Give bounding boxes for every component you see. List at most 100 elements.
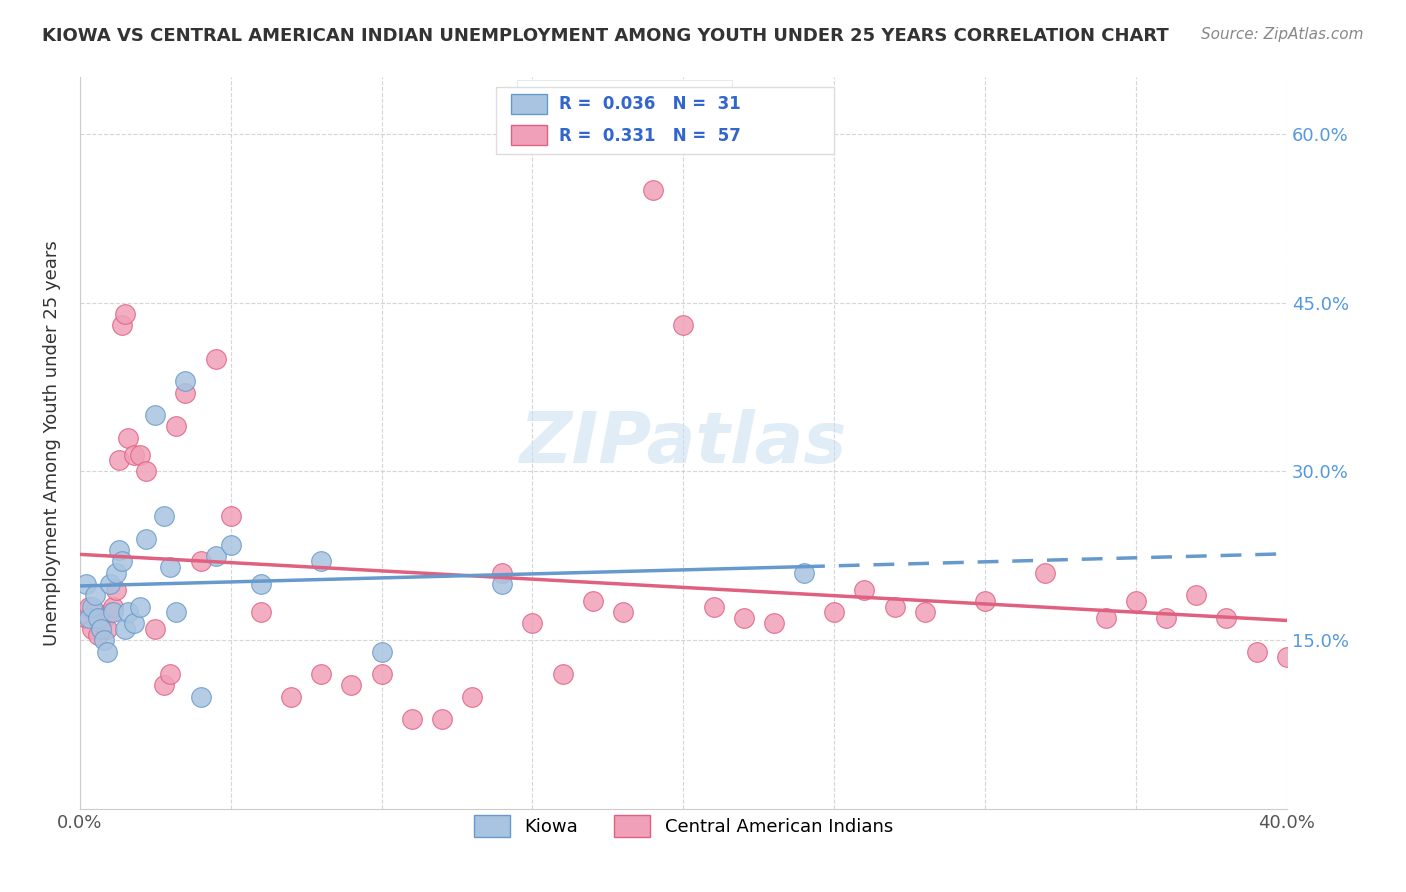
Text: R =  0.036   N =  31: R = 0.036 N = 31 xyxy=(526,89,723,107)
Point xyxy=(129,599,152,614)
Point xyxy=(370,667,392,681)
Point xyxy=(551,667,574,681)
Point xyxy=(122,616,145,631)
Point xyxy=(98,605,121,619)
Point xyxy=(93,633,115,648)
Point xyxy=(823,605,845,619)
Point xyxy=(111,318,134,332)
Point xyxy=(84,605,107,619)
Point xyxy=(250,605,273,619)
Point xyxy=(153,509,176,524)
Point xyxy=(1275,650,1298,665)
Bar xyxy=(510,94,547,114)
Point xyxy=(80,599,103,614)
Point xyxy=(135,465,157,479)
Point xyxy=(143,622,166,636)
Point xyxy=(340,678,363,692)
FancyBboxPatch shape xyxy=(496,87,834,154)
Point xyxy=(914,605,936,619)
Point xyxy=(280,690,302,704)
Point xyxy=(77,611,100,625)
Point xyxy=(204,351,226,366)
Point xyxy=(702,599,724,614)
Text: R =  0.036   N =  31: R = 0.036 N = 31 xyxy=(560,95,741,113)
Point xyxy=(582,594,605,608)
Point xyxy=(101,605,124,619)
Point xyxy=(250,577,273,591)
Legend: Kiowa, Central American Indians: Kiowa, Central American Indians xyxy=(467,807,900,844)
Point xyxy=(87,627,110,641)
Point xyxy=(90,616,112,631)
Point xyxy=(1185,588,1208,602)
Point xyxy=(370,644,392,658)
Point xyxy=(108,543,131,558)
Point xyxy=(793,566,815,580)
Text: ZIPatlas: ZIPatlas xyxy=(520,409,846,478)
Point xyxy=(853,582,876,597)
Point xyxy=(159,560,181,574)
Bar xyxy=(510,125,547,145)
Point xyxy=(165,605,187,619)
Point xyxy=(461,690,484,704)
Point xyxy=(93,611,115,625)
Point xyxy=(114,622,136,636)
Point xyxy=(75,611,97,625)
Point xyxy=(117,431,139,445)
Point xyxy=(135,532,157,546)
Point xyxy=(1215,611,1237,625)
Point xyxy=(159,667,181,681)
Point xyxy=(1246,644,1268,658)
Point xyxy=(1094,611,1116,625)
Point xyxy=(98,577,121,591)
Point xyxy=(1035,566,1057,580)
Text: R =  0.331   N =  57: R = 0.331 N = 57 xyxy=(526,126,723,144)
Point xyxy=(101,599,124,614)
Point xyxy=(84,588,107,602)
Y-axis label: Unemployment Among Youth under 25 years: Unemployment Among Youth under 25 years xyxy=(44,241,60,646)
Point xyxy=(491,577,513,591)
Point xyxy=(111,554,134,568)
Point xyxy=(309,554,332,568)
Point xyxy=(190,554,212,568)
Point xyxy=(117,605,139,619)
Point xyxy=(219,509,242,524)
Point xyxy=(108,453,131,467)
Point xyxy=(165,419,187,434)
Point xyxy=(204,549,226,563)
Point xyxy=(174,375,197,389)
Point xyxy=(733,611,755,625)
Point xyxy=(974,594,997,608)
Point xyxy=(430,712,453,726)
Point xyxy=(105,582,128,597)
Point xyxy=(96,622,118,636)
Point xyxy=(153,678,176,692)
Point xyxy=(90,622,112,636)
Point xyxy=(80,622,103,636)
Text: R =  0.331   N =  57: R = 0.331 N = 57 xyxy=(560,127,741,145)
Point xyxy=(1125,594,1147,608)
Point xyxy=(401,712,423,726)
Point xyxy=(612,605,634,619)
Point xyxy=(190,690,212,704)
Point xyxy=(122,448,145,462)
Point xyxy=(77,599,100,614)
Text: Source: ZipAtlas.com: Source: ZipAtlas.com xyxy=(1201,27,1364,42)
Point xyxy=(114,307,136,321)
Point xyxy=(309,667,332,681)
Point xyxy=(1154,611,1177,625)
Point xyxy=(883,599,905,614)
Point xyxy=(672,318,695,332)
Point xyxy=(491,566,513,580)
Point xyxy=(219,538,242,552)
Point xyxy=(105,566,128,580)
Point xyxy=(96,644,118,658)
Point xyxy=(522,616,544,631)
Point xyxy=(87,611,110,625)
Point xyxy=(75,577,97,591)
Point xyxy=(129,448,152,462)
Point xyxy=(762,616,785,631)
Point xyxy=(174,385,197,400)
Text: KIOWA VS CENTRAL AMERICAN INDIAN UNEMPLOYMENT AMONG YOUTH UNDER 25 YEARS CORRELA: KIOWA VS CENTRAL AMERICAN INDIAN UNEMPLO… xyxy=(42,27,1168,45)
Point xyxy=(143,408,166,422)
Point xyxy=(643,183,665,197)
